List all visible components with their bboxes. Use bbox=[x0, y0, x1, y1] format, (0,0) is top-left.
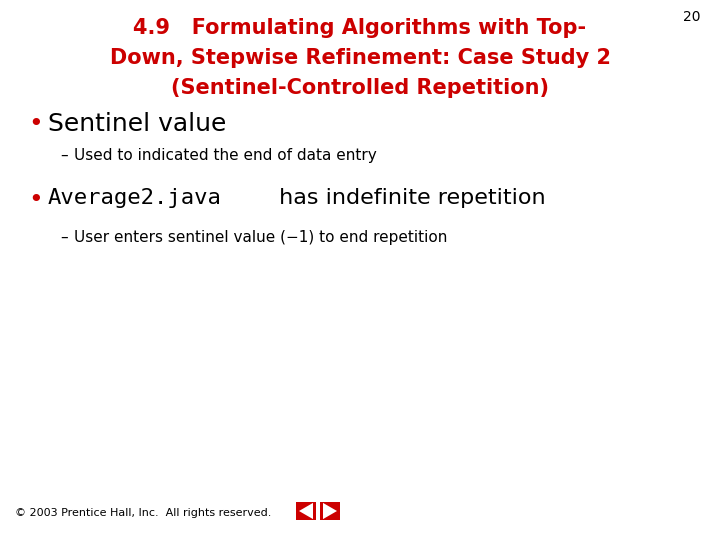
Text: Sentinel value: Sentinel value bbox=[48, 112, 226, 136]
Text: Average2.java: Average2.java bbox=[48, 188, 222, 208]
Text: 20: 20 bbox=[683, 10, 700, 24]
Text: 4.9   Formulating Algorithms with Top-: 4.9 Formulating Algorithms with Top- bbox=[133, 18, 587, 38]
Polygon shape bbox=[323, 503, 337, 519]
Text: –: – bbox=[60, 148, 68, 163]
Text: •: • bbox=[28, 188, 42, 212]
Text: •: • bbox=[28, 112, 42, 136]
Text: Down, Stepwise Refinement: Case Study 2: Down, Stepwise Refinement: Case Study 2 bbox=[109, 48, 611, 68]
Text: User enters sentinel value (−1) to end repetition: User enters sentinel value (−1) to end r… bbox=[74, 230, 447, 245]
Polygon shape bbox=[299, 503, 313, 519]
Text: (Sentinel-Controlled Repetition): (Sentinel-Controlled Repetition) bbox=[171, 78, 549, 98]
FancyBboxPatch shape bbox=[296, 502, 316, 520]
FancyBboxPatch shape bbox=[320, 502, 340, 520]
Text: has indefinite repetition: has indefinite repetition bbox=[272, 188, 546, 208]
Text: © 2003 Prentice Hall, Inc.  All rights reserved.: © 2003 Prentice Hall, Inc. All rights re… bbox=[15, 508, 271, 518]
Text: Used to indicated the end of data entry: Used to indicated the end of data entry bbox=[74, 148, 377, 163]
Text: –: – bbox=[60, 230, 68, 245]
